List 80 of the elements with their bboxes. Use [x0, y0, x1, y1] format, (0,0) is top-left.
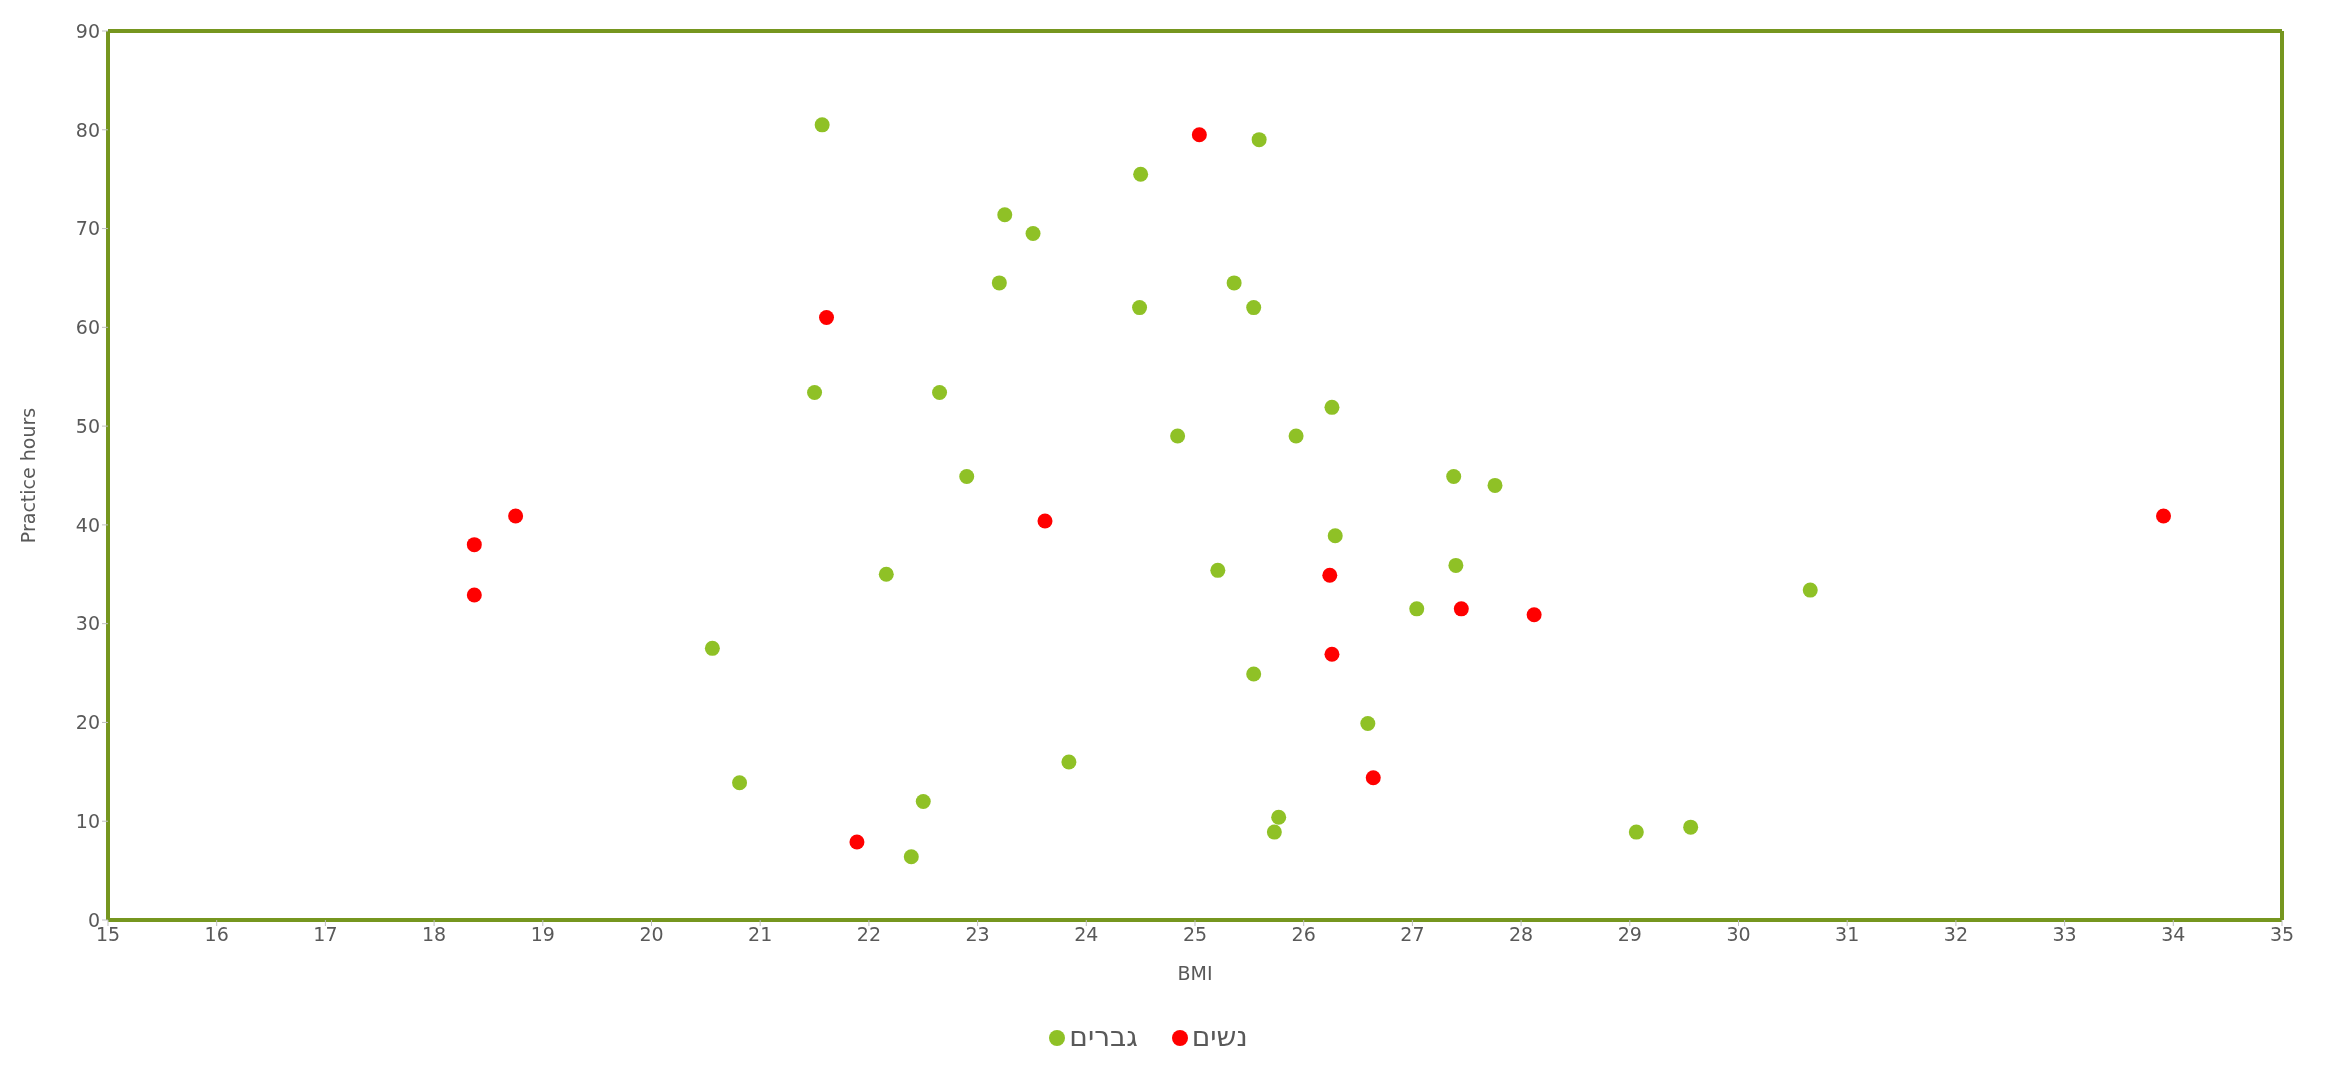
point: [1802, 582, 1818, 598]
point: [1453, 601, 1469, 617]
point: [819, 309, 835, 325]
point: [915, 793, 931, 809]
point: [1191, 127, 1207, 143]
point: [1448, 557, 1464, 573]
y-tick-label: 90: [75, 19, 100, 42]
point: [1210, 562, 1226, 578]
point: [1037, 513, 1053, 529]
x-tick-label: 19: [530, 923, 555, 946]
point: [903, 849, 919, 865]
point: [1324, 399, 1340, 415]
x-tick-label: 18: [422, 923, 447, 946]
legend-label: גברים: [1069, 1020, 1138, 1053]
point: [1133, 166, 1149, 182]
x-tick-label: 25: [1182, 923, 1208, 946]
point: [2156, 508, 2172, 524]
point: [1628, 824, 1644, 840]
point: [1409, 601, 1425, 617]
point: [508, 508, 524, 524]
point: [959, 468, 975, 484]
point: [732, 775, 748, 791]
y-axis-title: Practice hours: [16, 407, 39, 544]
y-tick-label: 80: [75, 118, 100, 141]
x-tick-label: 22: [856, 923, 881, 946]
y-tick-label: 70: [75, 217, 100, 240]
x-tick-label: 24: [1074, 923, 1099, 946]
x-tick-label: 20: [639, 923, 664, 946]
point: [1266, 824, 1282, 840]
point: [997, 207, 1013, 223]
point: [849, 834, 865, 850]
y-tick-label: 60: [75, 316, 100, 339]
x-tick-label: 30: [1726, 923, 1751, 946]
point: [1360, 715, 1376, 731]
point: [1271, 809, 1287, 825]
point: [1251, 132, 1267, 148]
x-tick-label: 17: [313, 923, 338, 946]
point: [1324, 646, 1340, 662]
x-tick-label: 28: [1509, 923, 1534, 946]
y-tick-label: 30: [75, 612, 100, 635]
point: [1327, 528, 1343, 544]
point: [466, 537, 482, 553]
x-tick-label: 26: [1291, 923, 1316, 946]
point: [991, 275, 1007, 291]
point: [1226, 275, 1242, 291]
point: [932, 385, 948, 401]
point: [704, 640, 720, 656]
x-tick-label: 21: [748, 923, 773, 946]
y-tick-label: 10: [75, 809, 100, 832]
y-tick-label: 20: [75, 711, 100, 734]
point: [1132, 300, 1148, 316]
point: [1246, 666, 1262, 682]
point: [814, 117, 830, 133]
point: [878, 566, 894, 582]
x-tick-label: 29: [1617, 923, 1642, 946]
point: [1446, 468, 1462, 484]
point: [1526, 607, 1542, 623]
point: [1683, 819, 1699, 835]
point: [1061, 754, 1077, 770]
point: [1025, 225, 1041, 241]
x-tick-label: 23: [965, 923, 990, 946]
point: [807, 385, 823, 401]
x-tick-label: 34: [2161, 923, 2186, 946]
x-tick-label: 31: [1835, 923, 1860, 946]
point: [1487, 477, 1503, 493]
x-tick-label: 27: [1400, 923, 1425, 946]
point: [1365, 770, 1381, 786]
point: [466, 587, 482, 603]
point: [1288, 428, 1304, 444]
y-tick-label: 40: [75, 513, 100, 536]
x-axis-title: BMI: [1177, 962, 1213, 984]
x-tick-label: 16: [204, 923, 229, 946]
legend-label: נשים: [1191, 1020, 1248, 1053]
x-tick-label: 33: [2052, 923, 2077, 946]
x-tick-label: 32: [1943, 923, 1968, 946]
point: [1246, 300, 1262, 316]
point: [1322, 567, 1338, 583]
y-tick-label: 50: [75, 414, 100, 437]
point: [1170, 428, 1186, 444]
x-tick-label: 35: [2269, 923, 2295, 946]
